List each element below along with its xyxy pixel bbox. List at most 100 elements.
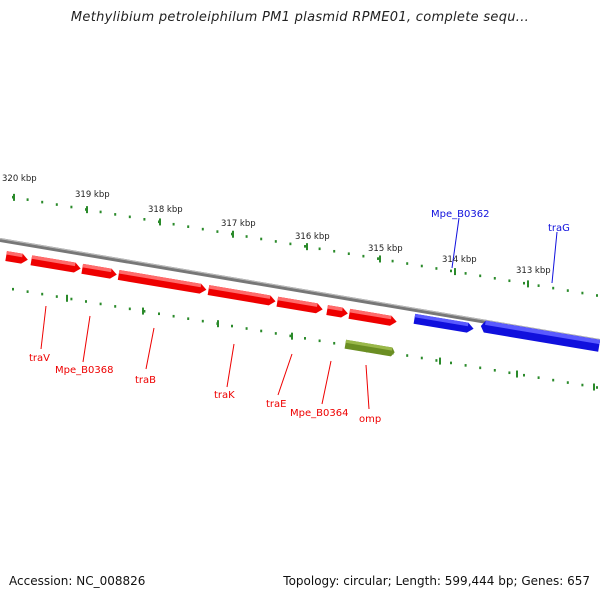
scale-dot (465, 272, 467, 275)
scale-dot (406, 354, 408, 357)
scale-dot (494, 369, 496, 372)
scale-label: 314 kbp (442, 255, 477, 265)
scale-dot (56, 203, 58, 206)
scale-dot (275, 332, 277, 335)
scale-dot (70, 206, 72, 209)
scale-dot (450, 362, 452, 365)
scale-dot (289, 243, 291, 246)
scale-dot (85, 300, 87, 303)
forward-gene-arrow (81, 264, 117, 280)
scale-label-layer: 320 kbp 319 kbp 318 kbp 317 kbp 316 kbp 315 k… (2, 174, 551, 276)
scale-dot (479, 275, 481, 278)
scale-label: 313 kbp (516, 266, 551, 276)
scale-label: 315 kbp (368, 244, 403, 254)
forward-gene-arrow (276, 297, 323, 314)
scale-dot (450, 270, 452, 273)
gene-label-leader (146, 328, 154, 369)
scale-dot (231, 325, 233, 328)
scale-dot (596, 294, 598, 297)
gene-label-leader (41, 306, 46, 349)
scale-label: 318 kbp (148, 205, 183, 215)
scale-dot (56, 295, 58, 298)
gene-label-leader (322, 361, 331, 404)
scale-dot (552, 287, 554, 290)
scale-dot (319, 247, 321, 250)
scale-dot (173, 315, 175, 318)
scale-label: 319 kbp (75, 190, 110, 200)
forward-gene-arrow (349, 309, 398, 327)
scale-dot (333, 342, 335, 345)
summary-text: Topology: circular; Length: 599,444 bp; … (283, 574, 590, 588)
genome-backbone-highlight (0, 239, 600, 340)
gene-label[interactable]: traK (214, 390, 235, 401)
scale-dot (581, 384, 583, 387)
scale-dot (508, 371, 510, 374)
scale-dot (596, 386, 598, 389)
scale-dot (523, 374, 525, 377)
scale-dot (100, 303, 102, 306)
scale-dot (275, 240, 277, 243)
gene-label-leader (278, 354, 292, 395)
scale-dot (129, 308, 131, 311)
gene-label[interactable]: Mpe_B0368 (55, 365, 113, 376)
scale-dot (538, 376, 540, 379)
scale-dot (260, 330, 262, 333)
forward-gene-arrow (208, 285, 277, 306)
scale-dot (377, 257, 379, 260)
scale-dot (304, 245, 306, 248)
gene-label[interactable]: traV (29, 353, 50, 364)
scale-dot (494, 277, 496, 280)
gene-label[interactable]: traB (135, 375, 156, 386)
scale-dot (27, 290, 29, 293)
scale-dot (406, 262, 408, 265)
gene-track (5, 251, 600, 357)
scale-dot (319, 339, 321, 342)
scale-dot (260, 238, 262, 241)
gene-label-leader (552, 232, 557, 283)
scale-dot (362, 255, 364, 258)
forward-gene-arrow (5, 251, 28, 265)
scale-dot (567, 289, 569, 292)
scale-dot (70, 298, 72, 301)
scale-dot (27, 198, 29, 201)
scale-dot (143, 218, 145, 221)
scale-dot (304, 337, 306, 340)
gene-label[interactable]: Mpe_B0364 (290, 408, 348, 419)
scale-dot (435, 267, 437, 270)
gene-label[interactable]: Mpe_B0362 (431, 209, 489, 220)
scale-dot (581, 292, 583, 295)
scale-dot (202, 228, 204, 231)
scale-dot (421, 357, 423, 360)
scale-dot (508, 279, 510, 282)
gene-label[interactable]: traE (266, 399, 286, 410)
gene-label-leader (227, 344, 234, 387)
scale-dot (216, 230, 218, 233)
scale-dot (12, 288, 14, 291)
omp-feature-arrow (345, 340, 396, 357)
scale-dot (348, 252, 350, 255)
scale-dot (523, 282, 525, 285)
scale-dot (41, 201, 43, 204)
reverse-gene-arrow (480, 320, 600, 352)
scale-dot (246, 327, 248, 330)
scale-dot (333, 250, 335, 253)
scale-dot (465, 364, 467, 367)
scale-dot (392, 260, 394, 263)
gene-label[interactable]: omp (359, 414, 381, 425)
scale-dot (479, 367, 481, 370)
scale-dot (173, 223, 175, 226)
scale-dot (567, 381, 569, 384)
forward-gene-arrow (31, 255, 82, 273)
scale-dot (41, 293, 43, 296)
scale-dot (100, 211, 102, 214)
scale-dot (114, 305, 116, 308)
scale-ticks-top (12, 194, 598, 297)
scale-dot (435, 359, 437, 362)
scale-label: 320 kbp (2, 174, 37, 184)
gene-label[interactable]: traG (548, 223, 570, 234)
gene-label-leader (83, 316, 90, 362)
scale-dot (538, 284, 540, 287)
scale-dot (421, 265, 423, 268)
scale-dot (187, 225, 189, 228)
